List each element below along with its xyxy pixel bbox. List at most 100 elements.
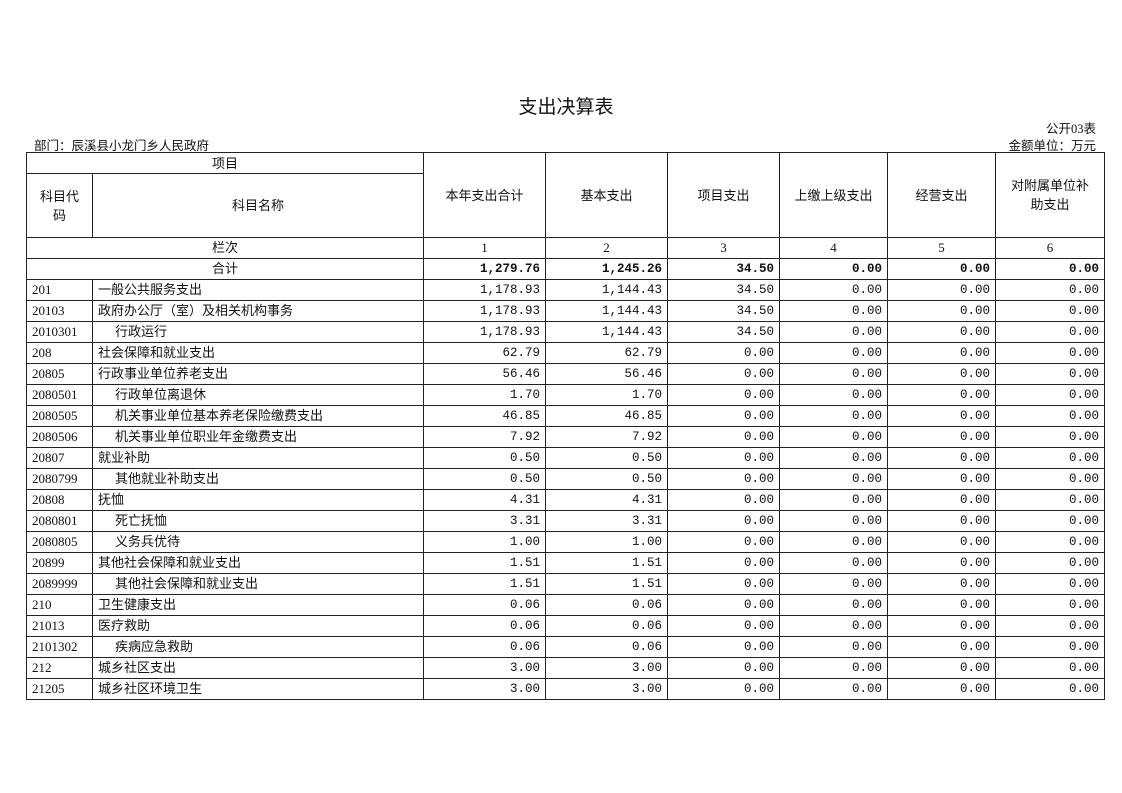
- table-row: 2080801 死亡抚恤 3.31 3.31 0.00 0.00 0.00 0.00: [26, 510, 1106, 532]
- row-value: 0.00: [779, 510, 889, 532]
- row-value: 0.00: [995, 447, 1106, 469]
- row-value: 0.00: [667, 468, 781, 490]
- row-code: 2089999: [26, 573, 93, 595]
- header-col-4: 上缴上级支出: [779, 152, 889, 238]
- row-value: 0.00: [995, 279, 1106, 301]
- row-code: 20807: [26, 447, 93, 469]
- page-title: 支出决算表: [518, 97, 614, 118]
- row-value: 3.31: [545, 510, 669, 532]
- table-row: 21013 医疗救助 0.06 0.06 0.00 0.00 0.00 0.00: [26, 615, 1106, 637]
- row-value: 1,178.93: [423, 300, 547, 322]
- row-name: 行政事业单位养老支出: [91, 363, 425, 385]
- table-row: 210 卫生健康支出 0.06 0.06 0.00 0.00 0.00 0.00: [26, 594, 1106, 616]
- row-value: 0.00: [995, 615, 1106, 637]
- row-value: 0.00: [779, 321, 889, 343]
- row-value: 0.00: [995, 342, 1106, 364]
- row-code: 20805: [26, 363, 93, 385]
- row-value: 0.00: [887, 279, 997, 301]
- row-name: 城乡社区支出: [91, 657, 425, 679]
- row-value: 0.06: [545, 636, 669, 658]
- row-value: 46.85: [545, 405, 669, 427]
- row-value: 0.00: [667, 531, 781, 553]
- row-value: 0.00: [667, 426, 781, 448]
- row-value: 1.51: [423, 552, 547, 574]
- row-name: 抚恤: [91, 489, 425, 511]
- row-value: 1,178.93: [423, 321, 547, 343]
- row-value: 0.00: [887, 426, 997, 448]
- row-value: 3.31: [423, 510, 547, 532]
- row-value: 0.00: [995, 300, 1106, 322]
- row-value: 56.46: [423, 363, 547, 385]
- row-value: 0.00: [779, 468, 889, 490]
- row-name: 机关事业单位职业年金缴费支出: [91, 426, 425, 448]
- row-value: 0.00: [667, 405, 781, 427]
- row-name: 政府办公厅（室）及相关机构事务: [91, 300, 425, 322]
- row-code: 21013: [26, 615, 93, 637]
- form-number: 公开03表: [1045, 122, 1096, 136]
- row-value: 0.00: [995, 363, 1106, 385]
- row-value: 0.00: [779, 405, 889, 427]
- row-value: 0.00: [887, 489, 997, 511]
- row-value: 1,144.43: [545, 321, 669, 343]
- seq-2: 2: [545, 237, 669, 259]
- row-code: 2080799: [26, 468, 93, 490]
- header-col-3: 项目支出: [667, 152, 781, 238]
- row-value: 3.00: [545, 678, 669, 700]
- row-value: 7.92: [423, 426, 547, 448]
- row-value: 0.00: [779, 363, 889, 385]
- row-value: 1.51: [423, 573, 547, 595]
- row-value: 0.00: [995, 573, 1106, 595]
- row-value: 0.00: [779, 594, 889, 616]
- row-value: 0.00: [995, 531, 1106, 553]
- row-value: 0.00: [995, 468, 1106, 490]
- row-value: 0.00: [887, 342, 997, 364]
- department: 部门：辰溪县小龙门乡人民政府: [34, 139, 210, 153]
- seq-3: 3: [667, 237, 781, 259]
- row-name: 其他社会保障和就业支出: [91, 573, 425, 595]
- total-value: 0.00: [887, 258, 997, 280]
- row-value: 1.51: [545, 573, 669, 595]
- row-name: 疾病应急救助: [91, 636, 425, 658]
- row-name: 一般公共服务支出: [91, 279, 425, 301]
- table-row: 20805 行政事业单位养老支出 56.46 56.46 0.00 0.00 0.00 0.0…: [26, 363, 1106, 385]
- row-value: 62.79: [545, 342, 669, 364]
- row-name: 城乡社区环境卫生: [91, 678, 425, 700]
- row-value: 62.79: [423, 342, 547, 364]
- row-value: 0.00: [887, 363, 997, 385]
- row-value: 0.06: [545, 615, 669, 637]
- header-col-2: 基本支出: [545, 152, 669, 238]
- row-value: 0.00: [887, 636, 997, 658]
- total-value: 0.00: [779, 258, 889, 280]
- row-value: 0.00: [779, 531, 889, 553]
- row-value: 0.00: [887, 468, 997, 490]
- table-row: 2101302 疾病应急救助 0.06 0.06 0.00 0.00 0.00 0.00: [26, 636, 1106, 658]
- row-value: 4.31: [423, 489, 547, 511]
- row-value: 0.00: [887, 384, 997, 406]
- table-row: 2010301 行政运行 1,178.93 1,144.43 34.50 0.00 0.00…: [26, 321, 1106, 343]
- row-name: 义务兵优待: [91, 531, 425, 553]
- row-code: 20808: [26, 489, 93, 511]
- row-code: 20899: [26, 552, 93, 574]
- row-value: 34.50: [667, 321, 781, 343]
- row-value: 0.06: [423, 615, 547, 637]
- row-value: 1,144.43: [545, 300, 669, 322]
- total-value: 1,279.76: [423, 258, 547, 280]
- row-value: 0.00: [995, 510, 1106, 532]
- amount-unit: 金额单位：万元: [1008, 139, 1096, 153]
- row-value: 0.00: [779, 573, 889, 595]
- row-value: 0.00: [779, 552, 889, 574]
- row-value: 4.31: [545, 489, 669, 511]
- total-row: 合计 1,279.76 1,245.26 34.50 0.00 0.00 0.0…: [25, 258, 1106, 280]
- row-value: 3.00: [423, 657, 547, 679]
- total-value: 1,245.26: [545, 258, 669, 280]
- seq-4: 4: [779, 237, 889, 259]
- row-value: 0.00: [887, 510, 997, 532]
- row-name: 其他就业补助支出: [91, 468, 425, 490]
- row-name: 死亡抚恤: [91, 510, 425, 532]
- header-col-1: 本年支出合计: [423, 152, 547, 238]
- row-value: 0.00: [995, 552, 1106, 574]
- row-code: 2080501: [26, 384, 93, 406]
- row-value: 0.50: [545, 447, 669, 469]
- row-value: 34.50: [667, 279, 781, 301]
- row-name: 卫生健康支出: [91, 594, 425, 616]
